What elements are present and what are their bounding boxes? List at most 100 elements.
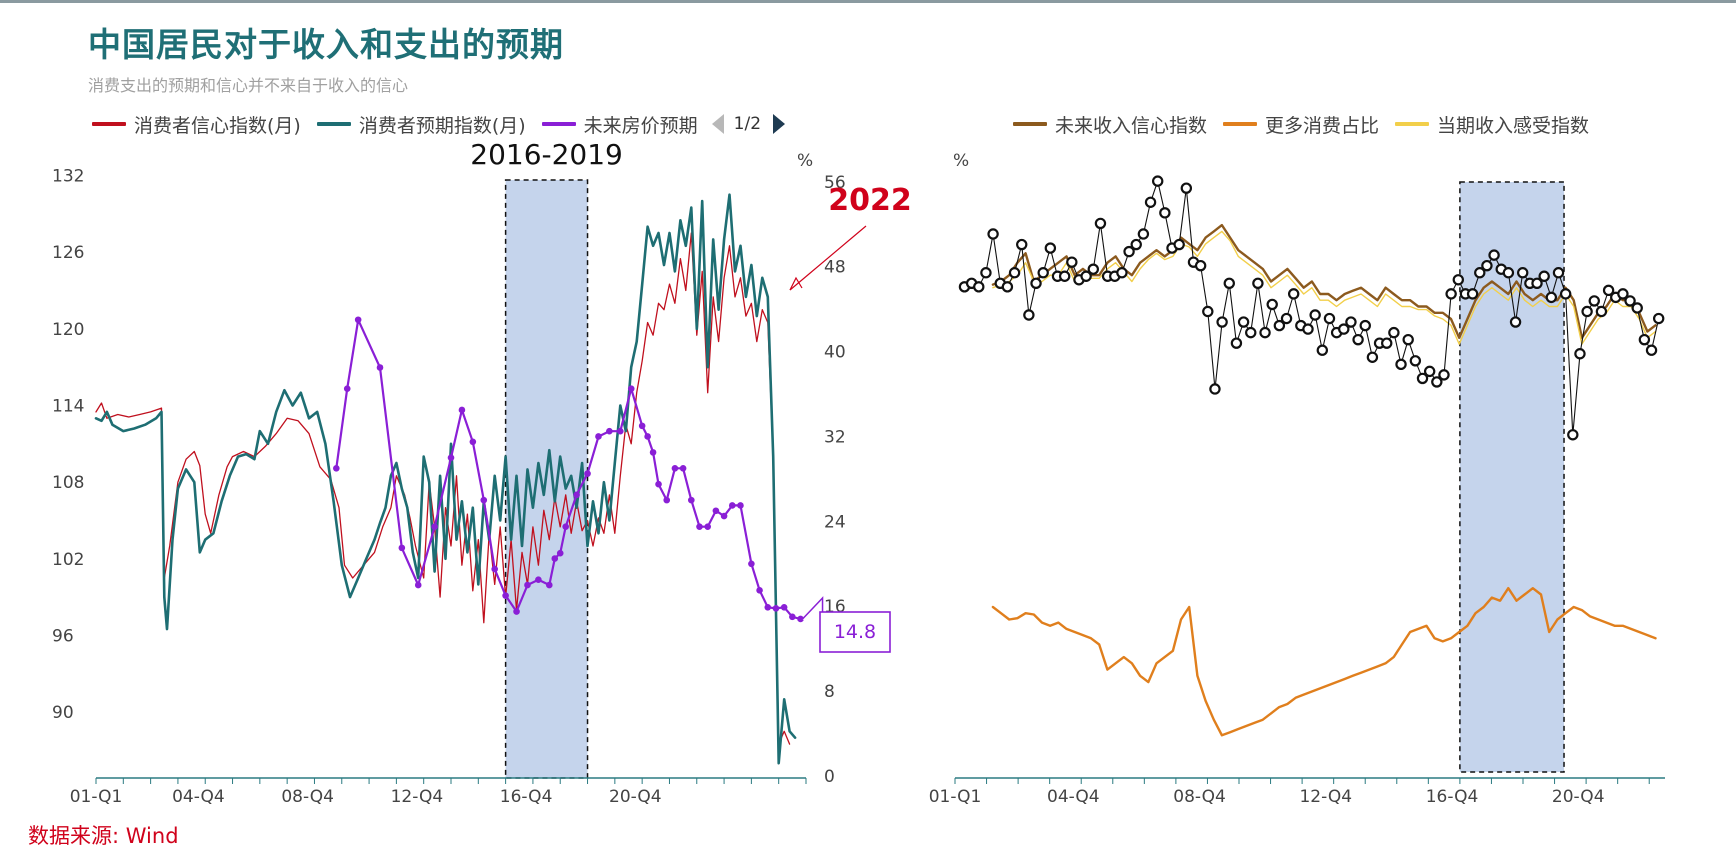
house-price-point xyxy=(606,427,613,435)
house-price-point xyxy=(696,523,703,530)
house-price-point xyxy=(638,422,646,430)
income-confidence-marker xyxy=(1144,196,1157,208)
house-price-point xyxy=(491,565,498,573)
income-confidence-marker xyxy=(1359,319,1371,332)
house-price-point xyxy=(728,502,736,509)
house-price-point xyxy=(748,560,755,568)
legend-item-income-confidence[interactable]: 未来收入信心指数 xyxy=(1013,111,1207,138)
left-y2-tick-label: 40 xyxy=(824,343,846,363)
left-y-tick-label: 102 xyxy=(52,550,84,570)
income-confidence-marker xyxy=(1338,323,1350,335)
house-price-point xyxy=(764,603,772,611)
income-confidence-marker xyxy=(973,281,985,293)
legend-item-more-consumption[interactable]: 更多消费占比 xyxy=(1223,111,1379,138)
income-confidence-marker xyxy=(1381,337,1393,349)
house-price-point xyxy=(595,433,602,440)
left-x-tick-label: 12-Q4 xyxy=(391,787,444,807)
income-confidence-marker xyxy=(1388,326,1400,339)
left-x-tick-label: 08-Q4 xyxy=(281,787,334,807)
income-confidence-marker xyxy=(1574,348,1586,360)
house-price-point xyxy=(562,523,569,530)
income-confidence-marker xyxy=(1137,228,1150,240)
left-y2-tick-label: 56 xyxy=(824,173,846,193)
house-price-point xyxy=(649,449,657,456)
prev-page-icon[interactable] xyxy=(711,114,724,134)
income-confidence-marker xyxy=(1066,256,1078,268)
house-price-point xyxy=(797,615,804,623)
legend-item-house-price[interactable]: 未来房价预期 xyxy=(541,111,698,138)
income-confidence-marker xyxy=(1008,267,1021,279)
income-confidence-marker xyxy=(1624,295,1636,307)
house-price-point xyxy=(376,364,384,371)
left-x-tick-label: 20-Q4 xyxy=(609,787,662,807)
left-y2-tick-label: 32 xyxy=(824,427,846,447)
income-confidence-marker xyxy=(1423,365,1436,378)
income-confidence-marker xyxy=(1058,270,1071,282)
income-confidence-marker xyxy=(1395,358,1407,371)
legend-item-current-income[interactable]: 当期收入感受指数 xyxy=(1395,111,1589,138)
series-line-more-consumption xyxy=(991,587,1657,737)
legend-item-confidence[interactable]: 消费者信心指数(月) xyxy=(92,111,301,138)
income-confidence-marker xyxy=(1438,369,1450,381)
annotation-2022-arrow xyxy=(789,225,867,291)
income-confidence-marker xyxy=(1452,274,1464,286)
income-confidence-marker xyxy=(1094,217,1107,230)
income-confidence-marker xyxy=(1531,277,1543,289)
left-y2-tick-label: 0 xyxy=(824,767,835,787)
income-confidence-marker xyxy=(1123,245,1135,258)
income-confidence-marker xyxy=(1230,337,1243,349)
house-price-point xyxy=(671,465,679,472)
house-price-point xyxy=(737,502,744,509)
legend-label-confidence: 消费者信心指数(月) xyxy=(134,114,301,137)
house-price-point xyxy=(333,465,340,472)
house-price-point xyxy=(431,523,438,530)
house-price-point xyxy=(502,592,509,599)
income-confidence-marker xyxy=(1552,267,1565,279)
income-confidence-marker xyxy=(1488,249,1500,261)
income-confidence-marker xyxy=(1080,270,1092,282)
house-price-point xyxy=(354,316,362,324)
income-confidence-marker xyxy=(1273,319,1286,332)
series-line-income-confidence xyxy=(991,223,1657,339)
income-confidence-marker xyxy=(1309,309,1321,321)
income-confidence-marker xyxy=(1202,305,1214,318)
left-legend: 消费者信心指数(月) 消费者预期指数(月) 未来房价预期 1/2 xyxy=(92,108,786,140)
left-y-tick-label: 96 xyxy=(52,626,74,646)
left-y2-tick-label: 24 xyxy=(824,512,846,532)
income-confidence-marker xyxy=(1509,316,1522,328)
income-confidence-marker xyxy=(1652,312,1665,325)
legend-label-more-consumption: 更多消费占比 xyxy=(1265,114,1380,137)
legend-item-expectation[interactable]: 消费者预期指数(月) xyxy=(316,111,526,138)
legend-swatch-income-confidence xyxy=(1013,122,1047,126)
income-confidence-marker xyxy=(1445,288,1457,300)
house-price-point xyxy=(655,480,662,488)
income-confidence-marker xyxy=(1588,295,1600,307)
house-price-point xyxy=(556,549,564,557)
house-price-point xyxy=(414,581,422,589)
page-title: 中国居民对于收入和支出的预期 xyxy=(88,25,564,64)
house-price-point xyxy=(756,587,763,594)
house-price-point xyxy=(469,438,477,446)
house-price-point xyxy=(627,385,635,393)
house-price-point xyxy=(535,576,542,584)
next-page-icon[interactable] xyxy=(773,114,786,134)
top-border xyxy=(0,0,1736,3)
income-confidence-marker xyxy=(1366,351,1379,363)
income-confidence-marker xyxy=(1044,242,1057,254)
left-y-tick-label: 90 xyxy=(52,703,74,723)
income-confidence-marker xyxy=(1402,333,1414,346)
income-confidence-marker xyxy=(1581,305,1593,318)
income-confidence-marker xyxy=(1023,309,1035,321)
income-confidence-marker xyxy=(1152,175,1164,187)
income-confidence-marker xyxy=(1645,344,1658,356)
house-price-point xyxy=(584,470,591,477)
legend-swatch-house-price xyxy=(541,122,576,126)
income-confidence-marker xyxy=(1631,302,1643,314)
income-confidence-marker xyxy=(1116,267,1128,279)
house-price-point xyxy=(551,555,559,562)
income-confidence-marker xyxy=(1180,182,1193,194)
income-confidence-marker xyxy=(1287,288,1300,300)
income-confidence-marker xyxy=(1173,238,1185,251)
left-x-tick-label: 16-Q4 xyxy=(500,787,553,807)
house-price-point xyxy=(546,581,553,589)
